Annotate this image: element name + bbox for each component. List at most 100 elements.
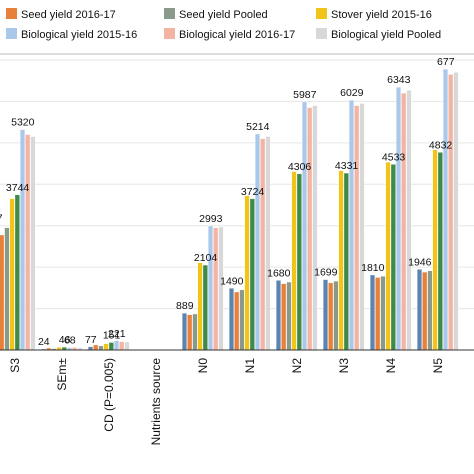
legend-label-biological-yield-2015-16: Biological yield 2015-16 <box>21 29 137 41</box>
legend-swatch-biological-yield-2016-17 <box>164 28 175 39</box>
bar-s3-stover-yield-2016-17 <box>14 194 20 351</box>
x-tick-label-n1: N1 <box>243 358 257 374</box>
bar-n3-biological-yield-2015-16 <box>349 100 354 351</box>
bar-s3-biological-yield-2015-16 <box>20 129 25 351</box>
data-label-sem-2: 68 <box>64 335 76 347</box>
data-label-s3-1: 3744 <box>6 182 30 194</box>
bar-cd-p-0-005-biological-yield-2016-17 <box>119 341 125 351</box>
bar-n1-biological-yield-pooled <box>265 136 271 351</box>
x-tick-label-cd-p-0-005: CD (P=0.005) <box>102 358 116 432</box>
bar-n3-seed-yield-pooled <box>333 281 339 351</box>
bar-n2-biological-yield-2015-16 <box>302 101 307 351</box>
bar-n1-biological-yield-2015-16 <box>255 133 260 351</box>
bar-n3-biological-yield-pooled <box>359 103 365 351</box>
bar-n5-stover-yield-2015-16 <box>432 149 438 351</box>
bar-n2-seed-yield-2016-17 <box>281 283 287 351</box>
bar-n0-seed-yield-2016-17 <box>187 314 193 351</box>
bar-n0-seed-yield-pooled <box>192 313 198 351</box>
bar-n2-biological-yield-2016-17 <box>307 107 313 351</box>
bar-n2-stover-yield-2015-16 <box>291 171 297 351</box>
bar-n1-seed-yield-pooled <box>239 289 245 351</box>
bar-cd-p-0-005-stover-yield-2016-17 <box>108 342 114 351</box>
x-tick-label-n4: N4 <box>384 358 398 374</box>
data-label-cd-p-0-005-2: 221 <box>108 328 126 340</box>
data-label-s3-0: 77 <box>0 213 3 225</box>
bar-n3-seed-yield-2016-17 <box>328 282 334 351</box>
bar-n0-biological-yield-2016-17 <box>213 227 219 351</box>
bar-n4-seed-yield-2016-17 <box>375 277 381 351</box>
data-label-sem-0: 24 <box>38 336 50 348</box>
legend-swatch-biological-yield-2015-16 <box>6 28 17 39</box>
bar-n0-stover-yield-2015-16 <box>197 262 203 351</box>
bar-n4-biological-yield-2015-16 <box>396 87 401 351</box>
legend: Seed yield 2016-17 Seed yield Pooled Stove… <box>0 0 474 55</box>
x-tick-label-n5: N5 <box>431 358 445 374</box>
bar-n2-biological-yield-pooled <box>312 105 318 351</box>
data-label-cd-p-0-005-1: 151 <box>103 330 121 342</box>
bar-cd-p-0-005-biological-yield-pooled <box>124 341 130 351</box>
legend-swatch-biological-yield-pooled <box>316 28 327 39</box>
x-tick-label-n2: N2 <box>290 358 304 374</box>
data-label-n5-2: 677 <box>437 56 455 68</box>
data-label-n1-1: 3724 <box>241 186 265 198</box>
bar-n4-stover-yield-2015-16 <box>385 162 391 351</box>
data-label-sem-1: 46 <box>59 334 71 346</box>
bar-n0-biological-yield-pooled <box>218 226 224 351</box>
bar-n1-stover-yield-2016-17 <box>249 198 255 351</box>
bar-cd-p-0-005-biological-yield-2015-16 <box>114 340 119 351</box>
legend-label-seed-yield-2016-17: Seed yield 2016-17 <box>21 9 116 21</box>
bar-n1-seed-yield-2016-17 <box>234 291 240 351</box>
data-label-n2-2: 5987 <box>293 89 317 101</box>
data-label-n3-0: 1699 <box>314 267 338 279</box>
data-label-n4-1: 4533 <box>382 151 406 163</box>
legend-swatch-seed-yield-pooled <box>164 8 175 19</box>
legend-swatch-stover-yield-2015-16 <box>316 8 327 19</box>
bar-s3-biological-yield-2016-17 <box>25 134 31 351</box>
legend-label-stover-yield-2015-16: Stover yield 2015-16 <box>331 9 432 21</box>
data-label-n3-2: 6029 <box>340 87 364 99</box>
legend-swatch-seed-yield-2016-17 <box>6 8 17 19</box>
data-label-n2-1: 4306 <box>288 161 312 173</box>
data-label-n4-0: 1810 <box>361 262 385 274</box>
bar-n4-seed-yield-pooled <box>380 276 386 351</box>
bar-n4-stover-yield-2016-17 <box>390 164 396 351</box>
x-tick-label-n0: N0 <box>196 358 210 374</box>
data-label-n0-2: 2993 <box>199 213 223 225</box>
bar-n4-seed-yield-2015-16 <box>370 274 375 351</box>
bar-n5-seed-yield-2016-17 <box>422 271 428 351</box>
bar-n3-stover-yield-2015-16 <box>338 170 344 351</box>
bar-n4-biological-yield-2016-17 <box>401 92 407 351</box>
bars <box>0 69 459 351</box>
data-label-cd-p-0-005-0: 77 <box>85 334 97 346</box>
bar-s3-stover-yield-2015-16 <box>9 198 15 351</box>
bar-n5-stover-yield-2016-17 <box>437 152 443 351</box>
bar-n5-biological-yield-2015-16 <box>443 69 448 351</box>
x-tick-label-sem: SEm± <box>55 358 69 391</box>
bar-cd-p-0-005-stover-yield-2015-16 <box>103 343 109 351</box>
bar-cd-p-0-005-seed-yield-pooled <box>98 345 104 351</box>
data-label-n0-0: 889 <box>176 300 194 312</box>
bar-n1-stover-yield-2015-16 <box>244 195 250 351</box>
bar-n5-biological-yield-2016-17 <box>448 74 454 351</box>
x-tick-label-n3: N3 <box>337 358 351 374</box>
x-tick-label-s3: S3 <box>8 358 22 373</box>
bar-n2-seed-yield-pooled <box>286 281 292 351</box>
x-axis: S3 SEm± CD (P=0.005) Nutrients source N0 N1 N2… <box>0 349 474 445</box>
bar-n1-biological-yield-2016-17 <box>260 138 266 351</box>
bar-n0-stover-yield-2016-17 <box>202 264 208 351</box>
bar-n1-seed-yield-2015-16 <box>229 288 234 351</box>
data-label-n5-0: 1946 <box>408 256 432 268</box>
data-label-n0-1: 2104 <box>194 252 218 264</box>
legend-box <box>0 0 474 54</box>
bar-n5-seed-yield-pooled <box>427 270 433 351</box>
data-label-n3-1: 4331 <box>335 160 359 172</box>
bar-n3-stover-yield-2016-17 <box>343 172 349 351</box>
data-label-n2-0: 1680 <box>267 267 291 279</box>
bar-s3-seed-yield-pooled <box>4 227 10 351</box>
data-label-n1-0: 1490 <box>220 275 244 287</box>
bar-n4-biological-yield-pooled <box>406 90 412 351</box>
data-label-n1-2: 5214 <box>246 121 270 133</box>
bar-s3-biological-yield-pooled <box>30 136 36 351</box>
